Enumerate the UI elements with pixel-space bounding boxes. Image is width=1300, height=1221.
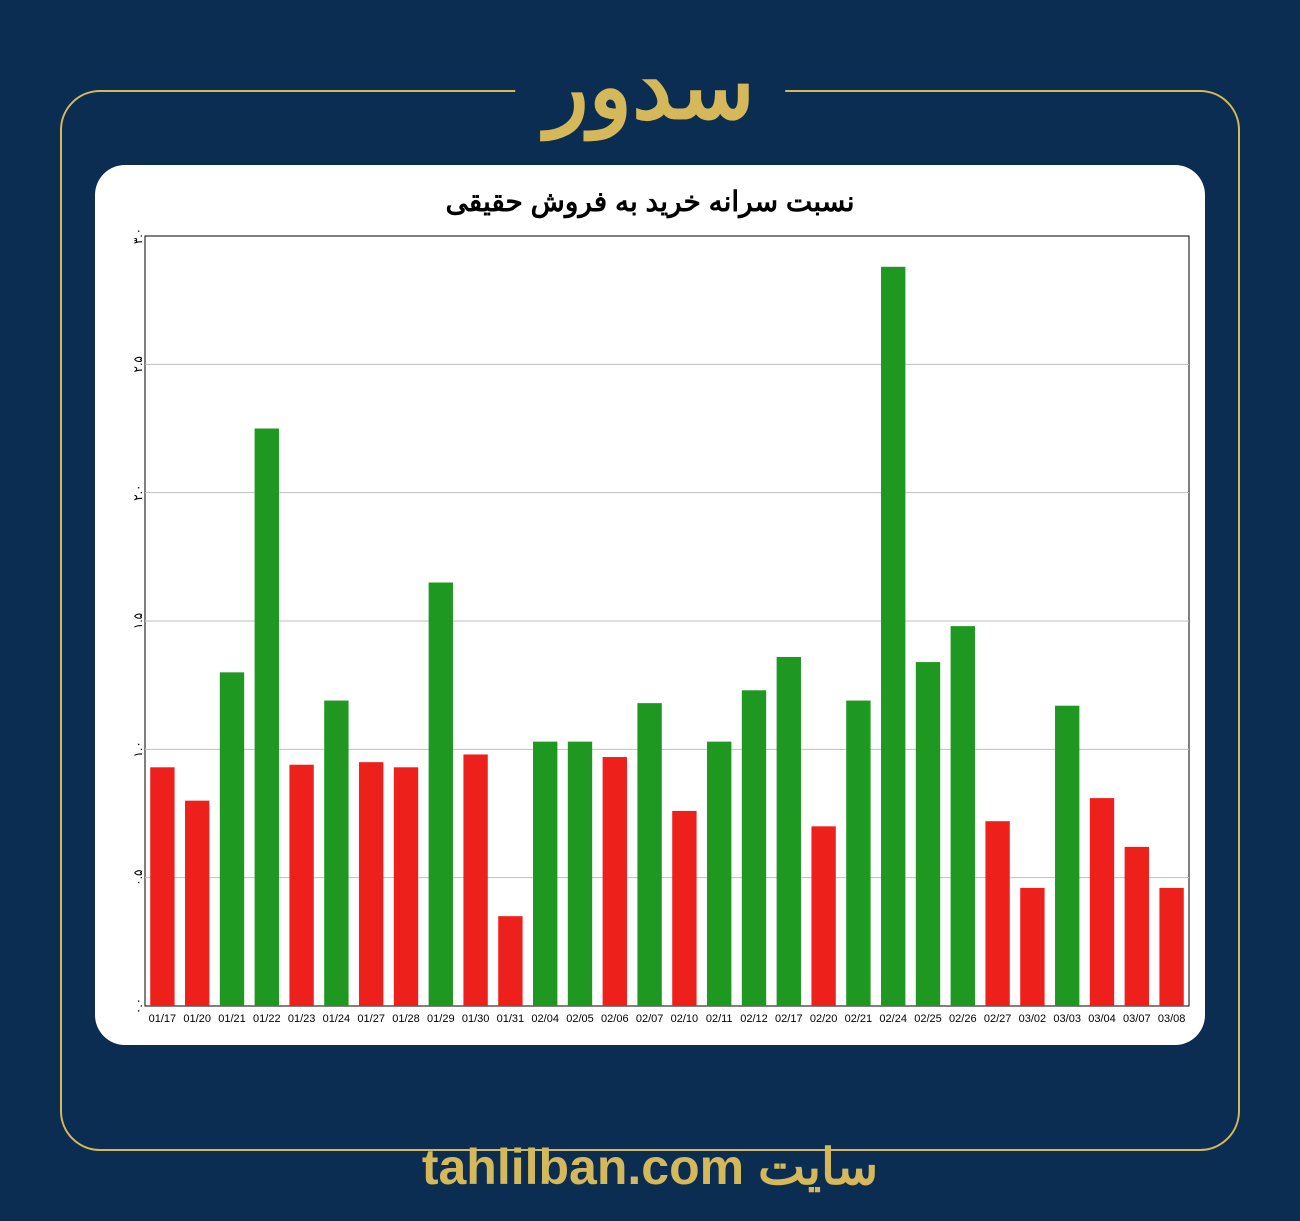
svg-text:01/31: 01/31 — [497, 1013, 525, 1025]
svg-text:01/23: 01/23 — [288, 1013, 316, 1025]
svg-text:01/24: 01/24 — [323, 1013, 351, 1025]
svg-text:02/12: 02/12 — [740, 1013, 768, 1025]
svg-text:01/21: 01/21 — [218, 1013, 246, 1025]
svg-text:۲.۵: ۲.۵ — [131, 356, 145, 372]
page-title: سدور — [515, 35, 785, 140]
svg-text:۰.۰: ۰.۰ — [131, 998, 145, 1014]
footer-label: سایت — [758, 1139, 878, 1195]
svg-text:02/25: 02/25 — [914, 1013, 942, 1025]
footer-url: tahlilban.com — [422, 1139, 744, 1195]
svg-text:02/07: 02/07 — [636, 1013, 664, 1025]
footer: سایت tahlilban.com — [0, 1138, 1300, 1196]
svg-text:01/27: 01/27 — [357, 1013, 385, 1025]
svg-text:02/26: 02/26 — [949, 1013, 977, 1025]
svg-text:01/30: 01/30 — [462, 1013, 490, 1025]
bar-chart-svg: ۰.۰ ۰.۵ ۱.۰ ۱.۵ ۲.۰ ۲.۵ ۳.۰ 01/17 01/20 01/21 01/2… — [105, 226, 1195, 1036]
chart-title: نسبت سرانه خرید به فروش حقیقی — [105, 185, 1195, 218]
svg-text:02/20: 02/20 — [810, 1013, 838, 1025]
svg-text:۱.۵: ۱.۵ — [131, 613, 145, 629]
svg-text:01/22: 01/22 — [253, 1013, 281, 1025]
svg-text:02/11: 02/11 — [706, 1013, 733, 1025]
svg-text:03/07: 03/07 — [1123, 1013, 1151, 1025]
svg-text:02/24: 02/24 — [879, 1013, 907, 1025]
svg-text:02/17: 02/17 — [775, 1013, 803, 1025]
svg-text:01/17: 01/17 — [149, 1013, 177, 1025]
svg-text:02/21: 02/21 — [845, 1013, 873, 1025]
svg-text:02/10: 02/10 — [671, 1013, 699, 1025]
svg-text:01/29: 01/29 — [427, 1013, 455, 1025]
chart-card: نسبت سرانه خرید به فروش حقیقی ۰.۰ ۰.۵ ۱.۰ ۱… — [95, 165, 1205, 1045]
svg-text:03/03: 03/03 — [1053, 1013, 1081, 1025]
svg-text:02/05: 02/05 — [566, 1013, 594, 1025]
svg-text:02/04: 02/04 — [531, 1013, 559, 1025]
chart-plot: ۰.۰ ۰.۵ ۱.۰ ۱.۵ ۲.۰ ۲.۵ ۳.۰ 01/17 01/20 01/21 01/2… — [105, 226, 1195, 1036]
svg-text:03/02: 03/02 — [1019, 1013, 1047, 1025]
svg-text:03/04: 03/04 — [1088, 1013, 1116, 1025]
svg-text:01/20: 01/20 — [183, 1013, 211, 1025]
svg-text:۱.۰: ۱.۰ — [131, 741, 145, 757]
svg-text:۰.۵: ۰.۵ — [131, 870, 145, 886]
svg-text:۳.۰: ۳.۰ — [131, 228, 145, 244]
svg-text:03/08: 03/08 — [1158, 1013, 1186, 1025]
svg-text:02/27: 02/27 — [984, 1013, 1012, 1025]
svg-text:۲.۰: ۲.۰ — [131, 485, 145, 501]
svg-text:01/28: 01/28 — [392, 1013, 420, 1025]
svg-text:02/06: 02/06 — [601, 1013, 629, 1025]
